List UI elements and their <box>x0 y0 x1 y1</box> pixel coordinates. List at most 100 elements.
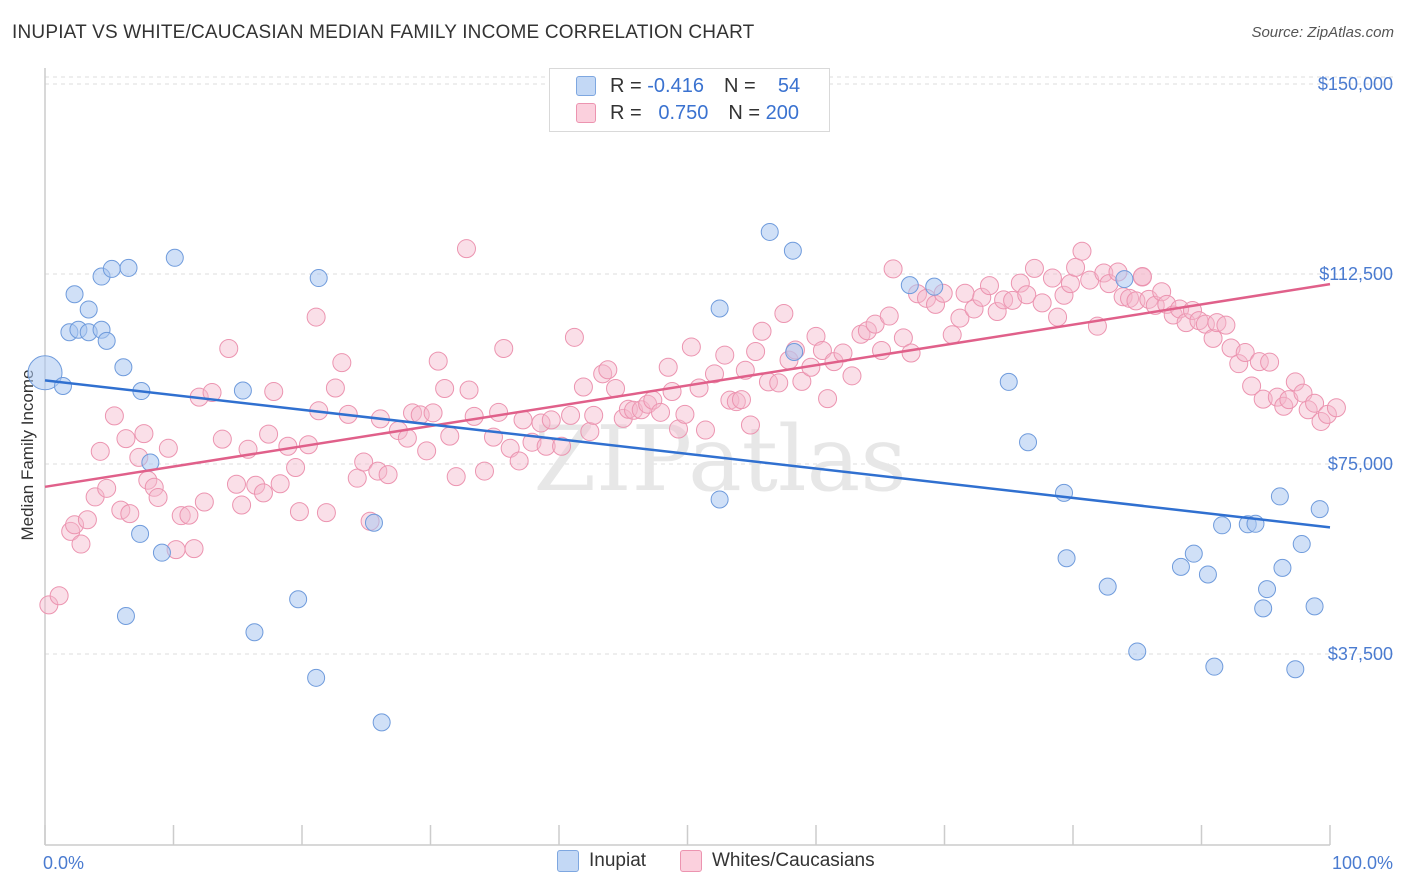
whites-point <box>428 351 448 371</box>
inupiat-trendline <box>44 379 1331 529</box>
inupiat-point <box>114 358 133 377</box>
whites-point <box>354 452 374 472</box>
whites-point <box>378 465 398 485</box>
bottom-legend-whites[interactable]: Whites/Caucasians <box>680 850 875 872</box>
whites-point <box>459 380 479 400</box>
whites-point <box>1048 307 1068 327</box>
r-label: R = <box>610 74 642 97</box>
bottom-legend-label: Inupiat <box>589 850 647 871</box>
whites-point <box>851 324 871 344</box>
inupiat-point <box>97 331 116 350</box>
inupiat-point <box>1171 557 1190 576</box>
whites-point <box>368 461 388 481</box>
inupiat-point <box>131 524 150 543</box>
whites-point <box>144 477 164 497</box>
inupiat-point <box>65 285 84 304</box>
whites-point <box>662 382 682 402</box>
x-tick-label: 0.0% <box>43 853 84 873</box>
inupiat-point <box>1273 558 1292 577</box>
inupiat-point <box>1098 577 1117 596</box>
whites-point <box>1003 290 1023 310</box>
whites-point <box>179 505 199 525</box>
whites-point <box>440 426 460 446</box>
whites-point <box>289 502 309 522</box>
whites-point <box>202 383 222 403</box>
whites-point <box>1216 315 1236 335</box>
whites-point <box>104 406 124 426</box>
whites-point <box>171 506 191 526</box>
whites-point <box>715 345 735 365</box>
whites-point <box>964 299 984 319</box>
inupiat-point <box>102 259 121 278</box>
n-value: 54 <box>777 74 801 97</box>
inupiat-point <box>364 513 383 532</box>
bottom-legend-inupiat[interactable]: Inupiat <box>557 850 646 872</box>
whites-point <box>464 406 484 426</box>
whites-point <box>97 478 117 498</box>
whites-point <box>573 377 593 397</box>
n-value: 200 <box>765 101 800 124</box>
inupiat-point <box>1198 565 1217 584</box>
legend-row-inupiat[interactable]: R = -0.416 N = 54 <box>576 75 800 97</box>
whites-point <box>950 308 970 328</box>
inupiat-point <box>309 269 328 288</box>
whites-point <box>1253 389 1273 409</box>
whites-point <box>1285 372 1305 392</box>
whites-point <box>1032 293 1052 313</box>
inupiat-point <box>116 607 135 625</box>
whites-point <box>347 468 367 488</box>
whites-legend-swatch <box>680 850 702 872</box>
whites-point <box>901 343 921 363</box>
whites-point <box>769 373 789 393</box>
inupiat-point <box>372 713 391 732</box>
whites-point <box>1042 268 1062 288</box>
inupiat-point <box>999 372 1018 391</box>
whites-point <box>1221 338 1241 358</box>
whites-point <box>541 410 561 430</box>
inupiat-point <box>1286 660 1305 679</box>
whites-point <box>879 306 899 326</box>
whites-swatch <box>576 103 596 123</box>
x-tick-label: 100.0% <box>1332 853 1393 873</box>
whites-point <box>494 338 514 358</box>
whites-point <box>232 495 252 515</box>
n-label: N = <box>728 101 761 124</box>
whites-point <box>1203 328 1223 348</box>
whites-point <box>264 382 284 402</box>
whites-point <box>116 429 136 449</box>
inupiat-point <box>1213 516 1232 535</box>
whites-point <box>1010 273 1030 293</box>
inupiat-legend-swatch <box>557 850 579 872</box>
whites-point <box>598 360 618 380</box>
whites-point <box>456 239 476 259</box>
whites-point <box>120 504 140 524</box>
whites-point <box>194 492 214 512</box>
inupiat-point <box>710 490 729 509</box>
chart-title: INUPIAT VS WHITE/CAUCASIAN MEDIAN FAMILY… <box>12 22 755 43</box>
whites-point <box>1242 376 1262 396</box>
r-value: -0.416 <box>647 74 704 97</box>
r-label: R = <box>610 101 642 124</box>
inupiat-point <box>1205 657 1224 676</box>
whites-point <box>435 379 455 399</box>
whites-point <box>740 415 760 435</box>
legend-row-whites[interactable]: R = 0.750 N = 200 <box>576 102 799 124</box>
whites-point <box>184 539 204 559</box>
whites-point <box>1024 258 1044 278</box>
whites-point <box>942 325 962 345</box>
inupiat-point <box>925 277 944 296</box>
inupiat-point <box>119 258 138 277</box>
whites-point <box>219 338 239 358</box>
whites-point <box>325 378 345 398</box>
whites-point <box>1249 352 1269 372</box>
whites-trendline <box>44 282 1331 489</box>
whites-point <box>446 467 466 487</box>
whites-point <box>253 483 273 503</box>
bottom-legend-label: Whites/Caucasians <box>712 850 875 871</box>
inupiat-point <box>1184 544 1203 563</box>
whites-point <box>704 364 724 384</box>
whites-point <box>246 475 266 495</box>
whites-point <box>1017 285 1037 305</box>
whites-point <box>270 474 290 494</box>
